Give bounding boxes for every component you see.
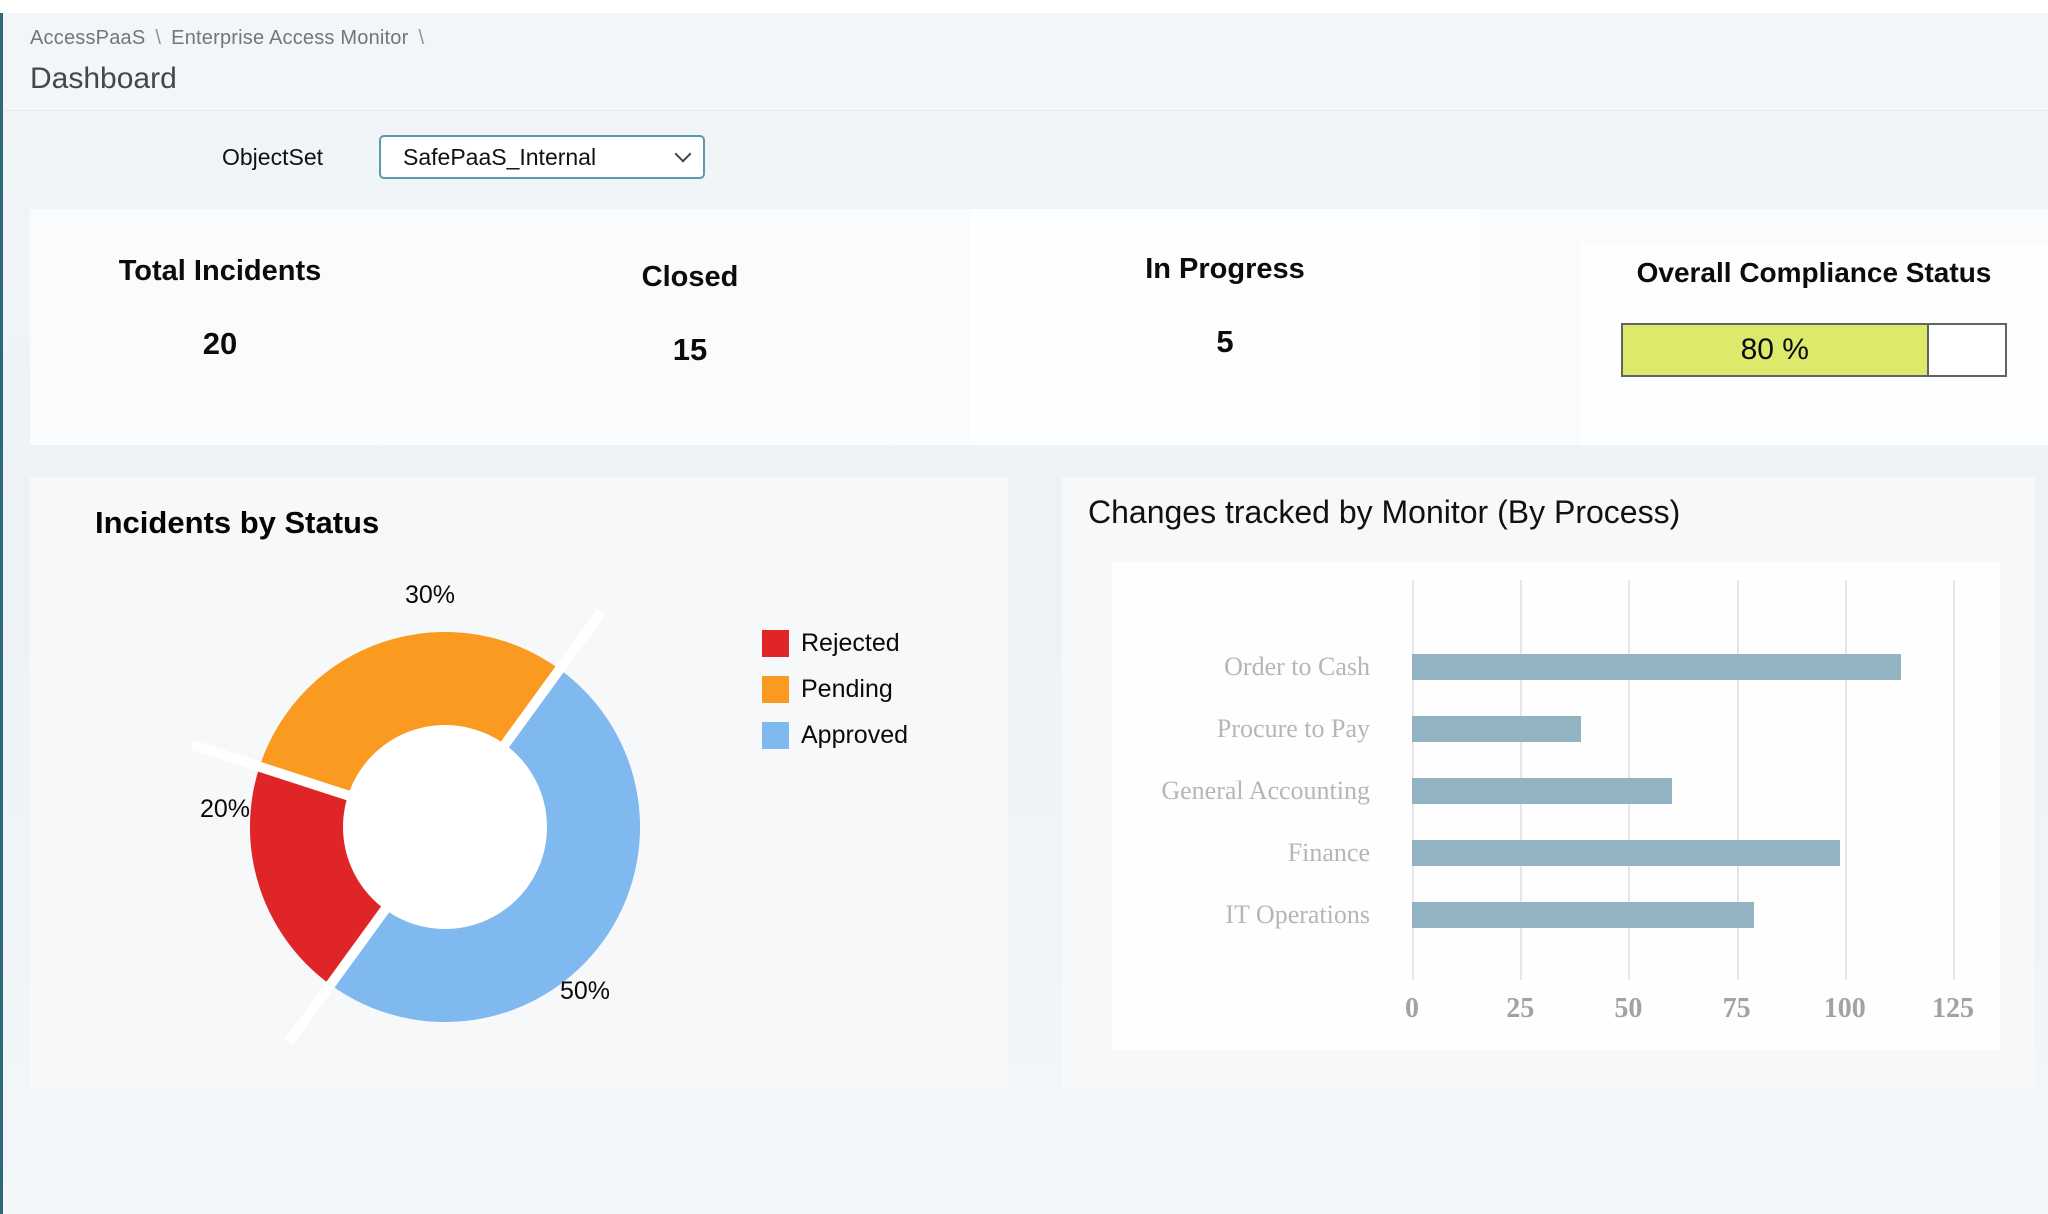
donut-hole — [343, 725, 547, 929]
left-accent-line — [0, 13, 3, 1214]
changes-tracked-card: Changes tracked by Monitor (By Process) … — [1062, 477, 2035, 1089]
compliance-title: Overall Compliance Status — [1636, 257, 1992, 288]
x-axis-ticks: 0 25 50 75 100 125 — [1405, 987, 1974, 1037]
bar-row: Finance — [1112, 822, 1953, 884]
bar-category-label: General Accounting — [1161, 776, 1370, 805]
kpi-card-total-incidents: Total Incidents 20 — [30, 209, 410, 445]
objectset-select[interactable]: SafePaaS_Internal — [379, 135, 705, 179]
x-axis-tick: 125 — [1932, 993, 1974, 1024]
bar-row: Procure to Pay — [1112, 698, 1953, 760]
x-axis-tick: 0 — [1405, 993, 1419, 1024]
bar-category-label: IT Operations — [1225, 900, 1370, 929]
legend-swatch — [762, 676, 789, 703]
x-axis-tick: 50 — [1614, 993, 1643, 1024]
bar-chart-plot: Order to Cash Procure to Pay General Accou… — [1112, 562, 2000, 1050]
breadcrumb: AccessPaaS \ Enterprise Access Monitor \ — [30, 27, 2048, 50]
kpi-value: 20 — [202, 326, 238, 361]
gridline — [1844, 580, 1847, 980]
compliance-progressbar: 80 % — [1621, 323, 2007, 377]
legend-swatch — [762, 722, 789, 749]
donut-slice-separator — [492, 608, 606, 759]
legend-item-pending: Pending — [762, 675, 908, 704]
top-strip — [0, 0, 2048, 13]
compliance-progress-fill: 80 % — [1623, 325, 1929, 375]
x-axis-tick: 100 — [1823, 993, 1866, 1024]
bar-track — [1412, 760, 1953, 822]
bar-finance — [1412, 840, 1841, 866]
breadcrumb-separator: \ — [418, 27, 425, 49]
donut-percent-label-approved: 50% — [560, 977, 610, 1005]
donut-chart-title: Incidents by Status — [95, 505, 380, 540]
legend-item-approved: Approved — [762, 721, 908, 750]
bar-track — [1412, 884, 1953, 946]
bar-chart-title: Changes tracked by Monitor (By Process) — [1088, 494, 1681, 530]
donut-slice-pending — [259, 631, 560, 827]
bar-order-to-cash — [1412, 654, 1902, 680]
kpi-card-in-progress: In Progress 5 — [970, 209, 1480, 445]
incidents-by-status-card: Incidents by Status 20% 30% 50% Rejected Pe… — [30, 477, 1008, 1089]
kpi-label: Total Incidents — [118, 255, 322, 287]
breadcrumb-item[interactable]: Enterprise Access Monitor — [171, 27, 409, 49]
kpi-value: 15 — [672, 332, 708, 367]
kpi-value: 5 — [1216, 324, 1234, 359]
x-axis-tick: 75 — [1722, 993, 1751, 1024]
legend-label: Rejected — [801, 629, 900, 657]
donut-chart: 20% 30% 50% — [190, 581, 641, 1046]
bar-track — [1412, 698, 1953, 760]
x-axis-tick: 25 — [1506, 993, 1535, 1024]
bar-rows: Order to Cash Procure to Pay General Accou… — [1112, 636, 1953, 946]
bar-category-label: Procure to Pay — [1216, 714, 1370, 743]
bar-category-label: Order to Cash — [1224, 652, 1370, 681]
donut-slice-separator — [190, 740, 363, 805]
legend-swatch — [762, 630, 789, 657]
page-title: Dashboard — [30, 62, 177, 95]
bar-row: General Accounting — [1112, 760, 1953, 822]
bar-it-operations — [1412, 902, 1754, 928]
kpi-band: Total Incidents 20 Closed 15 In Progress… — [30, 209, 2048, 445]
bar-row: IT Operations — [1112, 884, 1953, 946]
legend-item-rejected: Rejected — [762, 629, 908, 658]
page-header: AccessPaaS \ Enterprise Access Monitor \ Da… — [0, 13, 2048, 111]
donut-slice-separator — [284, 895, 398, 1046]
bar-track — [1412, 636, 1953, 698]
breadcrumb-separator: \ — [155, 27, 162, 49]
bar-procure-to-pay — [1412, 716, 1581, 742]
breadcrumb-item[interactable]: AccessPaaS — [30, 27, 146, 49]
bar-track — [1412, 822, 1953, 884]
donut-percent-label-pending: 30% — [405, 581, 455, 609]
objectset-filter-row: ObjectSet SafePaaS_Internal — [222, 135, 2048, 179]
compliance-card: Overall Compliance Status 80 % — [1580, 243, 2048, 445]
donut-legend: Rejected Pending Approved — [762, 629, 908, 767]
objectset-label: ObjectSet — [222, 143, 323, 170]
kpi-label: In Progress — [1145, 253, 1305, 285]
legend-label: Pending — [801, 675, 893, 703]
bar-row: Order to Cash — [1112, 636, 1953, 698]
donut-percent-label-rejected: 20% — [200, 795, 250, 823]
chevron-down-icon — [674, 145, 692, 163]
bar-category-label: Finance — [1287, 838, 1370, 867]
charts-row: Incidents by Status 20% 30% 50% Rejected Pe… — [30, 477, 2048, 1089]
legend-label: Approved — [801, 721, 909, 749]
kpi-card-compliance: Overall Compliance Status 80 % — [1480, 209, 2048, 445]
bar-plot-body: Order to Cash Procure to Pay General Accou… — [1112, 562, 2000, 987]
compliance-percent-label: 80 % — [1740, 333, 1809, 366]
gridline — [1736, 580, 1739, 980]
bar-general-accounting — [1412, 778, 1672, 804]
gridline — [1953, 580, 1955, 980]
kpi-label: Closed — [641, 261, 739, 293]
objectset-selected-value: SafePaaS_Internal — [403, 143, 597, 170]
kpi-card-closed: Closed 15 — [410, 209, 970, 445]
